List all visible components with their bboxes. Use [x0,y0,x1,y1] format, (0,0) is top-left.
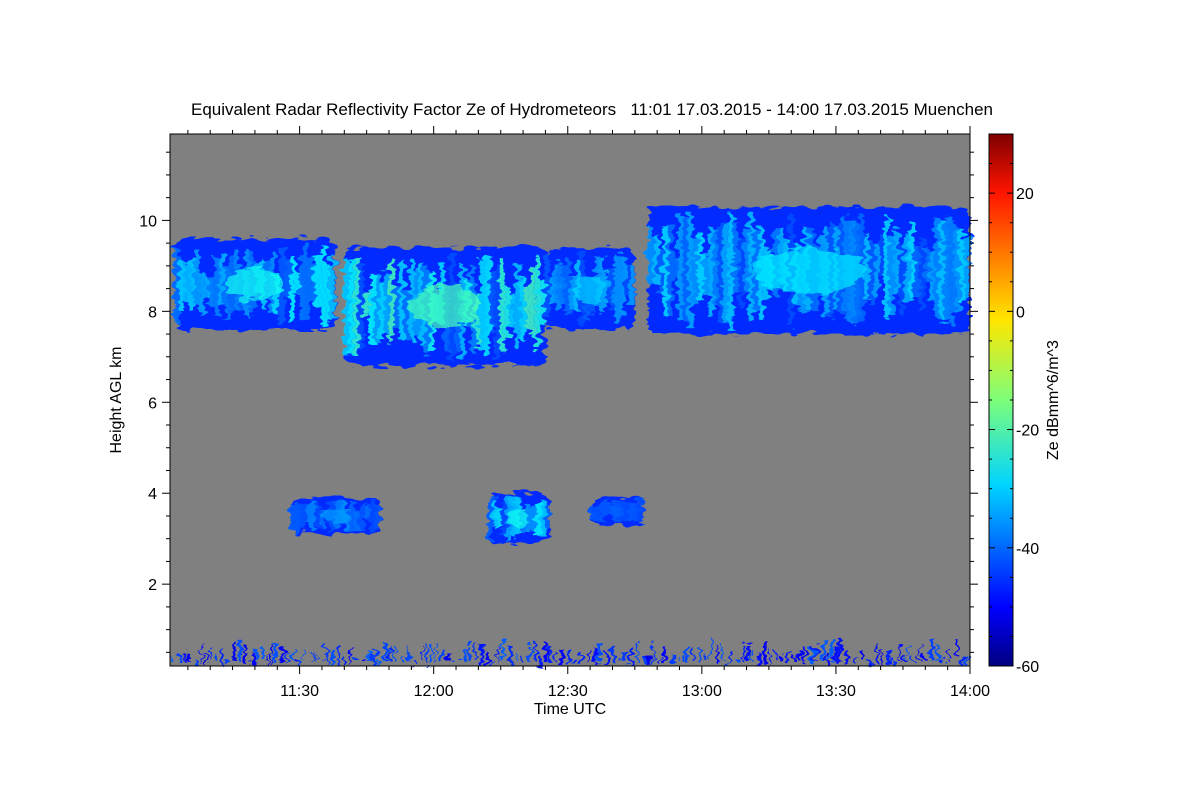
x-axis: 11:30 12:00 12:30 13:00 13:30 14:00 [187,126,990,700]
y-tick-label: 6 [148,395,157,412]
colorbar-tick-label: -40 [1016,541,1039,558]
echo-upper-cirrus-west [174,238,336,330]
x-tick-label: 13:00 [682,683,722,700]
echo-surface-clutter [172,638,969,666]
echo-upper-cirrus-east [647,206,970,335]
echo-low-cloud-3 [589,497,644,526]
colorbar [988,133,1014,667]
chart-title: Equivalent Radar Reflectivity Factor Ze … [191,100,993,119]
colorbar-tick-label: 20 [1016,186,1034,203]
y-axis: 2 4 6 8 10 [139,151,978,653]
colorbar-tick-label: -20 [1016,423,1039,440]
x-axis-label: Time UTC [534,701,606,718]
x-tick-label: 12:30 [548,683,588,700]
x-tick-label: 14:00 [950,683,990,700]
echo-upper-cirrus-center [343,247,546,366]
y-tick-label: 10 [139,213,157,230]
y-tick-label: 8 [148,304,157,321]
x-tick-label: 12:00 [414,683,454,700]
echo-low-cloud-1 [290,497,381,535]
echo-layer [172,206,970,666]
echo-upper-cirrus-mid [544,247,635,330]
colorbar-tick-label: -60 [1016,659,1039,676]
plot-frame [169,133,971,667]
x-tick-label: 13:30 [816,683,856,700]
x-tick-label: 11:30 [280,683,319,700]
y-axis-label: Height AGL km [108,346,125,453]
colorbar-label: Ze dBmm^6/m^3 [1045,340,1062,460]
colorbar-axis: 20 0 -20 -40 -60 [989,163,1039,676]
y-tick-label: 2 [148,577,157,594]
colorbar-tick-label: 0 [1016,304,1025,321]
echo-low-cloud-2 [486,493,550,544]
y-tick-label: 4 [148,486,157,503]
